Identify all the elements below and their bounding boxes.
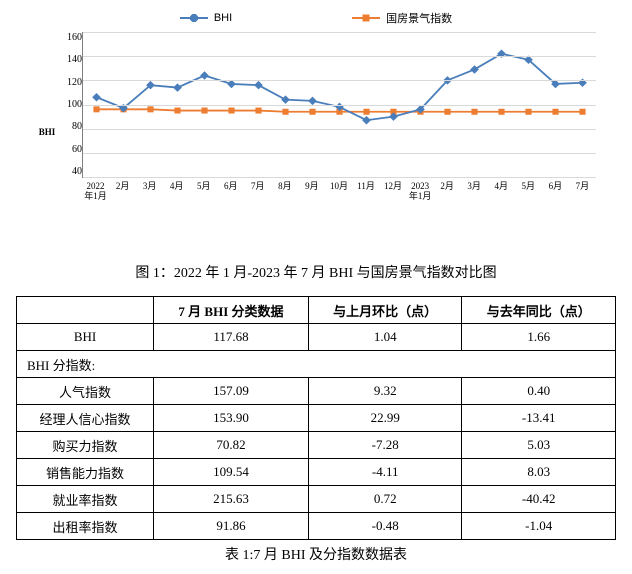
table-cell: 1.66 — [462, 324, 616, 351]
table-cell: 8.03 — [462, 459, 616, 486]
table-cell: 153.90 — [154, 405, 309, 432]
table-row: 人气指数157.099.320.40 — [17, 378, 616, 405]
table-cell: 销售能力指数 — [17, 459, 154, 486]
table-cell: 0.72 — [308, 486, 462, 513]
x-tick: 3月 — [136, 182, 163, 202]
x-tick: 2023年1月 — [407, 182, 434, 202]
chart-container: BHI 国房景气指数 BHI 160 140 120 100 80 60 40 2022年1… — [36, 10, 596, 232]
y-tick: 40 — [58, 166, 82, 177]
table-row: 经理人信心指数153.9022.99-13.41 — [17, 405, 616, 432]
table-cell: 117.68 — [154, 324, 309, 351]
table-cell: -40.42 — [462, 486, 616, 513]
table-cell: BHI — [17, 324, 154, 351]
x-tick: 5月 — [190, 182, 217, 202]
table-cell: 出租率指数 — [17, 513, 154, 540]
table-cell: 22.99 — [308, 405, 462, 432]
table-cell: 经理人信心指数 — [17, 405, 154, 432]
table-cell: BHI 分指数: — [17, 351, 616, 378]
table-caption: 表 1:7 月 BHI 及分指数数据表 — [10, 544, 622, 564]
table-row: 销售能力指数109.54-4.118.03 — [17, 459, 616, 486]
legend-item-bhi: BHI — [180, 10, 232, 26]
table-row: 就业率指数215.630.72-40.42 — [17, 486, 616, 513]
table-cell: 5.03 — [462, 432, 616, 459]
table-header-cell: 与上月环比（点） — [308, 297, 462, 324]
x-tick: 7月 — [569, 182, 596, 202]
table-row: 购买力指数70.82-7.285.03 — [17, 432, 616, 459]
table-cell: 215.63 — [154, 486, 309, 513]
y-axis-ticks: 160 140 120 100 80 60 40 — [58, 32, 82, 177]
x-tick: 5月 — [515, 182, 542, 202]
table-cell: 70.82 — [154, 432, 309, 459]
y-tick: 120 — [58, 77, 82, 88]
table-cell: 157.09 — [154, 378, 309, 405]
x-tick: 6月 — [542, 182, 569, 202]
legend-label: BHI — [214, 12, 232, 24]
plot-area — [82, 32, 596, 178]
x-tick: 8月 — [271, 182, 298, 202]
data-table: 7 月 BHI 分类数据与上月环比（点）与去年同比（点） BHI117.681.… — [16, 296, 616, 540]
table-cell: -13.41 — [462, 405, 616, 432]
x-tick: 11月 — [352, 182, 379, 202]
table-cell: -7.28 — [308, 432, 462, 459]
x-tick: 10月 — [325, 182, 352, 202]
x-tick: 3月 — [461, 182, 488, 202]
figure-caption: 图 1：2022 年 1 月-2023 年 7 月 BHI 与国房景气指数对比图 — [10, 262, 622, 282]
table-body: BHI117.681.041.66BHI 分指数:人气指数157.099.320… — [17, 324, 616, 540]
table-cell: 就业率指数 — [17, 486, 154, 513]
y-tick: 60 — [58, 144, 82, 155]
y-tick: 100 — [58, 99, 82, 110]
chart-legend: BHI 国房景气指数 — [36, 10, 596, 26]
x-tick: 7月 — [244, 182, 271, 202]
table-cell: -0.48 — [308, 513, 462, 540]
table-cell: -1.04 — [462, 513, 616, 540]
table-cell: 1.04 — [308, 324, 462, 351]
table-header-cell: 7 月 BHI 分类数据 — [154, 297, 309, 324]
table-cell: 91.86 — [154, 513, 309, 540]
legend-label: 国房景气指数 — [386, 10, 452, 26]
table-cell: 购买力指数 — [17, 432, 154, 459]
legend-item-guofang: 国房景气指数 — [352, 10, 452, 26]
table-sub-header: BHI 分指数: — [17, 351, 616, 378]
table-header: 7 月 BHI 分类数据与上月环比（点）与去年同比（点） — [17, 297, 616, 324]
x-tick: 4月 — [488, 182, 515, 202]
table-cell: 人气指数 — [17, 378, 154, 405]
y-tick: 140 — [58, 54, 82, 65]
table-row: 出租率指数91.86-0.48-1.04 — [17, 513, 616, 540]
table-cell: 109.54 — [154, 459, 309, 486]
table-cell: -4.11 — [308, 459, 462, 486]
table-cell: 9.32 — [308, 378, 462, 405]
table-row: BHI117.681.041.66 — [17, 324, 616, 351]
table-header-cell — [17, 297, 154, 324]
y-tick: 80 — [58, 121, 82, 132]
square-icon — [363, 15, 370, 22]
chart-box: BHI 160140120100806040 2022年1月2月3月4月5月6月… — [36, 32, 596, 232]
y-tick: 160 — [58, 32, 82, 43]
x-tick: 2022年1月 — [82, 182, 109, 202]
x-tick: 2月 — [109, 182, 136, 202]
x-tick: 9月 — [298, 182, 325, 202]
x-axis-labels: 2022年1月2月3月4月5月6月7月8月9月10月11月12月2023年1月2… — [82, 182, 596, 202]
x-tick: 4月 — [163, 182, 190, 202]
y-axis-title: BHI — [36, 127, 58, 137]
table-header-cell: 与去年同比（点） — [462, 297, 616, 324]
x-tick: 12月 — [380, 182, 407, 202]
x-tick: 2月 — [434, 182, 461, 202]
table-cell: 0.40 — [462, 378, 616, 405]
legend-line-bhi — [180, 17, 208, 19]
x-tick: 6月 — [217, 182, 244, 202]
diamond-icon — [190, 14, 198, 22]
legend-line-guofang — [352, 17, 380, 19]
